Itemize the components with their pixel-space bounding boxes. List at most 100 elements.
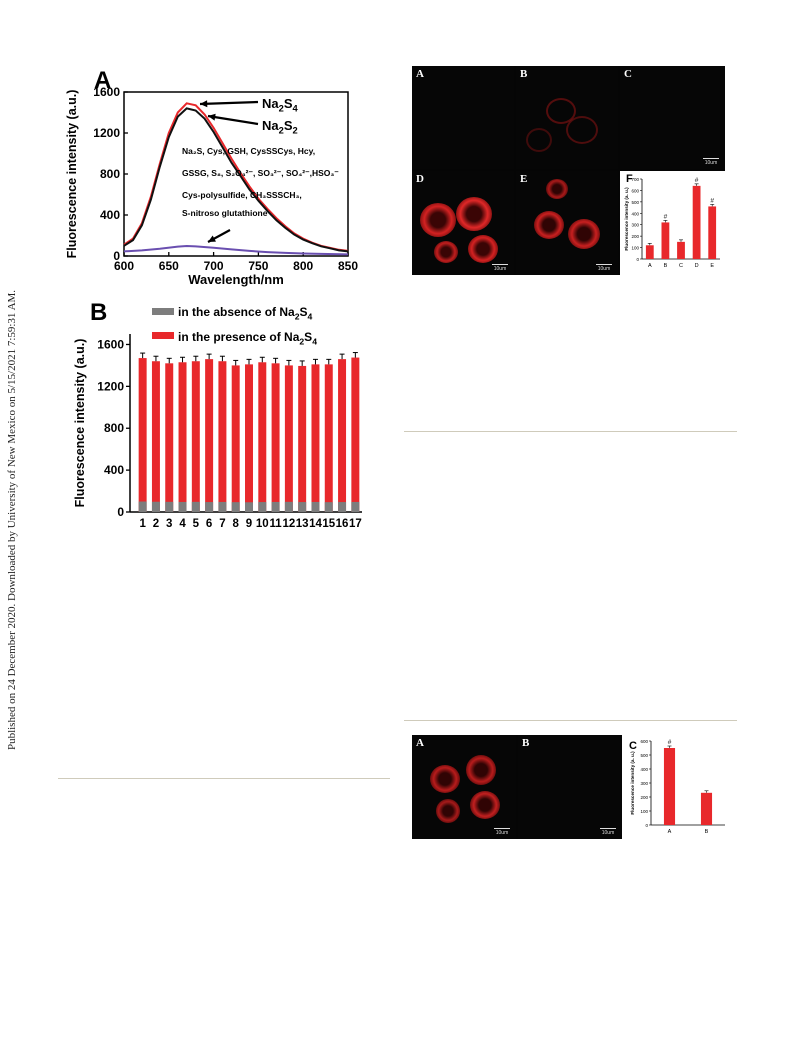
inset-y-tick-label: 400 xyxy=(640,767,648,772)
micro2-cell-b-scalebar: 10um xyxy=(600,828,616,836)
x-tick-label: 750 xyxy=(248,259,268,273)
micro-cell-b: B xyxy=(516,66,618,169)
figure-b-legend: in the absence of Na2S4 in the presence … xyxy=(152,305,317,346)
bar-absence xyxy=(165,501,174,512)
bar-presence xyxy=(338,359,347,512)
series-line xyxy=(123,244,349,256)
micro2-cell-a: A 10um xyxy=(412,735,516,839)
y-tick-label: 800 xyxy=(100,167,120,181)
inset-y-tick-label: 200 xyxy=(631,234,639,239)
x-tick-label: 14 xyxy=(309,518,322,530)
x-tick-label: 600 xyxy=(114,259,134,273)
bar-absence xyxy=(351,501,360,512)
x-tick-label: 7 xyxy=(219,518,225,530)
x-tick-label: 650 xyxy=(159,259,179,273)
micro-cell-c-scalebar: 10um xyxy=(703,158,719,166)
bar-presence xyxy=(178,362,187,512)
figure-a-series xyxy=(123,102,349,256)
x-tick-label: 700 xyxy=(204,259,224,273)
bar-absence xyxy=(138,501,147,512)
inset-y-tick-label: 200 xyxy=(640,795,648,800)
figure-b-panel-label: B xyxy=(90,300,107,326)
bar-absence xyxy=(205,502,214,512)
inset-significance-mark: # xyxy=(695,177,699,184)
inset-panel-label: C xyxy=(629,740,637,752)
annotation-na2s4: Na2S4 xyxy=(262,96,299,114)
left-column-rule xyxy=(58,778,390,779)
figure-b-bar-chart: B in the absence of Na2S4 in the presenc… xyxy=(73,300,362,530)
annotation-line-3: Cys-polysulfide, CH₃SSSCH₃, xyxy=(182,190,302,200)
x-tick-label: 3 xyxy=(166,518,172,530)
annotation-line-4: S-nitroso glutathione xyxy=(182,208,268,218)
y-tick-label: 0 xyxy=(113,249,120,263)
micro2-cell-a-scalebar: 10um xyxy=(494,828,510,836)
y-tick-label: 1200 xyxy=(97,379,124,393)
x-tick-label: 11 xyxy=(270,518,283,530)
bar-presence xyxy=(324,364,333,512)
x-tick-label: 5 xyxy=(193,518,200,530)
y-tick-label: 1600 xyxy=(97,337,124,351)
inset-x-tick-label: B xyxy=(705,829,709,835)
inset-significance-mark: # xyxy=(668,739,672,746)
y-tick-label: 0 xyxy=(117,505,124,519)
micro2-cell-b-label: B xyxy=(522,737,530,749)
inset-y-tick-label: 700 xyxy=(631,177,639,182)
x-tick-label: 800 xyxy=(293,259,313,273)
bar-presence xyxy=(165,363,174,512)
inset-x-tick-label: A xyxy=(668,829,672,835)
y-tick-label: 400 xyxy=(104,463,124,477)
bar-absence xyxy=(231,502,240,512)
bar-presence xyxy=(245,364,253,512)
inset-bar xyxy=(708,206,717,259)
x-tick-label: 13 xyxy=(296,518,309,530)
x-tick-label: 16 xyxy=(336,518,349,530)
provenance-sidebar: Published on 24 December 2020. Downloade… xyxy=(2,10,22,1030)
x-tick-label: 15 xyxy=(322,518,335,530)
micro-cell-e: E 10um xyxy=(516,171,618,275)
x-tick-label: 2 xyxy=(153,518,159,530)
y-tick-label: 400 xyxy=(100,208,120,222)
series-line xyxy=(123,107,349,253)
inset-bar xyxy=(677,241,685,259)
y-tick-label: 1200 xyxy=(93,126,120,140)
y-axis-label: Fluorescence intensity (a.u.) xyxy=(65,90,79,259)
bar-presence xyxy=(311,364,320,512)
inset-bar xyxy=(663,748,676,825)
inset-y-axis-label: Fluorescence intensity (a. u.) xyxy=(624,187,629,251)
bar-absence xyxy=(178,501,187,512)
inset-y-tick-label: 500 xyxy=(631,200,639,205)
annotation-arrowhead xyxy=(208,113,216,121)
annotation-arrowhead xyxy=(200,100,208,108)
micro2-cell-a-label: A xyxy=(416,737,424,749)
inset-y-tick-label: 100 xyxy=(631,246,639,251)
inset-c-bar-chart: C 0 100 200 300 400 500 600 Fluorescence intensi… xyxy=(629,739,725,835)
figure-a-annotations: Na2S4 Na2S2 Na₂S, Cys, GSH, CysSSCys, Hc… xyxy=(182,96,339,243)
y-axis-label: Fluorescence intensity (a.u.) xyxy=(73,339,87,508)
micro-cell-a-label: A xyxy=(416,68,424,80)
right-column-rule-1 xyxy=(404,431,737,432)
inset-y-tick-label: 600 xyxy=(640,739,648,744)
x-tick-label: 8 xyxy=(233,518,240,530)
figure-bottom-microscopy: A 10um B 10um xyxy=(412,735,622,839)
x-axis-label: Wavelength/nm xyxy=(188,272,284,287)
micro-cell-d: D 10um xyxy=(412,171,514,275)
bar-absence xyxy=(298,502,307,512)
inset-y-tick-label: 400 xyxy=(631,211,639,216)
annotation-arrow xyxy=(199,100,259,106)
x-tick-label: 17 xyxy=(349,518,362,530)
bar-absence xyxy=(271,501,280,512)
annotation-arrowhead xyxy=(208,235,216,242)
figure-b-axes: 0 400 800 1200 1600 Fluorescence intensity (a… xyxy=(73,334,362,519)
bar-absence xyxy=(311,501,320,512)
y-tick-label: 1600 xyxy=(93,85,120,99)
annotation-arrow xyxy=(207,114,259,126)
inset-significance-mark: # xyxy=(710,197,714,204)
micro-cell-d-scalebar: 10um xyxy=(492,264,508,272)
micro-cell-c: C 10um xyxy=(620,66,725,169)
inset-y-tick-label: 600 xyxy=(631,188,639,193)
bar-presence xyxy=(351,357,360,512)
bar-absence xyxy=(151,501,160,512)
micro-cell-a: A xyxy=(412,66,514,169)
inset-x-tick-label: E xyxy=(710,263,714,269)
